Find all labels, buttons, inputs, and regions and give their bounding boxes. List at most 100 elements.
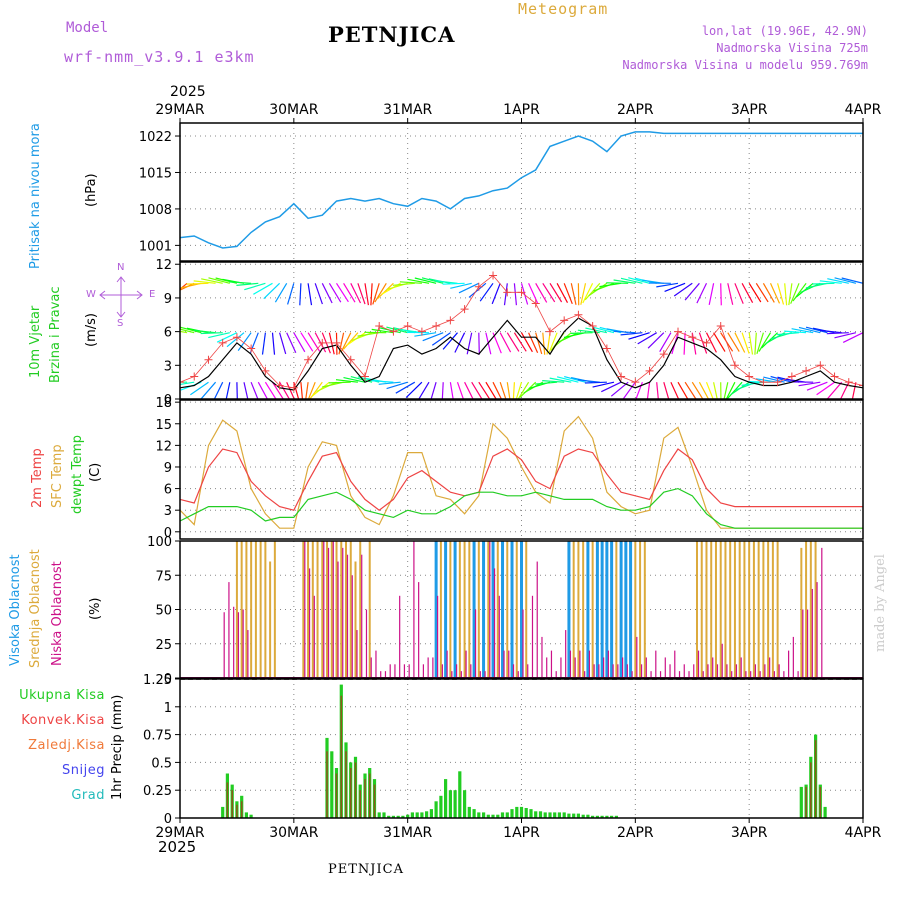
- y-tick-label: 6: [164, 483, 172, 498]
- wind-gust-marker: [460, 305, 469, 314]
- wind-barb: [201, 278, 223, 284]
- wind-barb: [834, 277, 857, 284]
- wind-barb: [335, 282, 349, 303]
- wind-barb: [200, 332, 223, 335]
- x-tick-label-bottom: 31MAR: [383, 825, 432, 841]
- wind-barb: [647, 332, 665, 349]
- precip-total-bar: [515, 806, 519, 818]
- model-label: Model: [66, 20, 109, 36]
- wind-barb: [592, 326, 615, 334]
- wind-gust-marker: [716, 322, 725, 331]
- wind-barb: [180, 330, 188, 334]
- wind-barb: [321, 283, 333, 304]
- wind-barb: [656, 282, 679, 288]
- precip-total-bar: [463, 790, 467, 818]
- x-tick-label-bottom: 1APR: [503, 825, 540, 841]
- wind-barb: [225, 382, 231, 399]
- wind-barb: [180, 326, 202, 334]
- wind-barb: [819, 329, 842, 334]
- wind-barb: [421, 277, 444, 284]
- tick-labels-layer: 1001100810151022036912036912151802550751…: [139, 102, 882, 841]
- precip-conv-bar: [354, 762, 357, 818]
- wind-title-line2: Brzina i Pravac: [48, 286, 63, 383]
- wind-barb: [300, 332, 314, 352]
- wind-gust-marker: [232, 333, 241, 342]
- station-title: PETNJICA: [328, 22, 456, 47]
- wind-barb: [790, 283, 800, 304]
- wind-barb: [250, 381, 259, 399]
- wind-barb: [442, 282, 465, 285]
- wind-gust-marker: [489, 271, 498, 280]
- wind-barb: [656, 382, 659, 399]
- wind-barb: [520, 332, 533, 353]
- wind-barb: [456, 382, 464, 399]
- y-tick-label: 1: [164, 701, 172, 716]
- precip-legend-snow: Snijeg: [62, 763, 105, 778]
- precip-conv-bar: [819, 786, 822, 818]
- y-tick-label: 75: [155, 569, 172, 584]
- wind-title-line1: 10m Vjetar: [28, 305, 43, 378]
- wind-barb: [520, 283, 529, 305]
- wind-barb: [727, 381, 743, 399]
- wind-barb: [762, 283, 775, 303]
- wind-barb: [307, 381, 316, 399]
- precip-total-bar: [823, 806, 827, 818]
- wind-barb: [563, 283, 573, 305]
- precip-total-bar: [406, 814, 410, 818]
- wind-gust-marker: [659, 350, 668, 359]
- wind-barb: [441, 382, 444, 399]
- wind-barb: [328, 282, 342, 303]
- wind-barb: [601, 381, 622, 393]
- wind-barb: [478, 332, 480, 355]
- wind-barb: [696, 283, 708, 304]
- wind-gust-marker: [730, 361, 739, 370]
- cloud-unit: (%): [88, 597, 103, 621]
- x-tick-label-bottom: 30MAR: [269, 825, 318, 841]
- wind-gust-marker: [688, 333, 697, 342]
- precip-total-bar: [524, 808, 528, 818]
- wind-barb: [300, 382, 304, 399]
- wind-barb: [827, 278, 849, 284]
- wind-barb: [422, 332, 444, 342]
- precip-total-bar: [382, 812, 386, 818]
- wind-barb: [535, 332, 543, 355]
- precip-total-bar: [519, 806, 524, 818]
- wind-barb: [646, 382, 651, 399]
- precip-legend-hail: Grad: [71, 788, 105, 803]
- precip-total-bar: [534, 811, 538, 818]
- wind-barb: [826, 381, 843, 399]
- precip-total-bar: [591, 815, 595, 818]
- precip-conv-bar: [236, 804, 238, 818]
- wind-gust-marker: [773, 378, 782, 387]
- wind-barb: [328, 381, 351, 384]
- dewpoint-line: [180, 487, 863, 529]
- wind-barb: [314, 283, 323, 305]
- wind-barb: [226, 332, 245, 348]
- wind-barb: [741, 381, 764, 386]
- precip-conv-bar: [810, 762, 812, 818]
- wind-gust-marker: [360, 372, 369, 381]
- wind-barb: [305, 382, 309, 399]
- wind-gust-marker: [346, 355, 355, 364]
- y-tick-label: 0: [164, 812, 172, 827]
- y-tick-label: 0: [164, 393, 172, 408]
- y-tick-label: 0: [164, 526, 172, 541]
- year-top: 2025: [170, 84, 206, 100]
- wind-gust-marker: [190, 372, 199, 381]
- wind-barb: [542, 282, 556, 303]
- x-tick-label-top: 30MAR: [269, 102, 318, 118]
- y-tick-label: 0: [164, 672, 172, 687]
- wind-barb: [613, 279, 636, 284]
- y-tick-label: 0.5: [151, 756, 172, 771]
- wind-barb: [485, 381, 497, 399]
- wind-barb: [761, 332, 779, 349]
- wind-barb: [628, 332, 650, 340]
- wind-barb: [620, 277, 643, 284]
- precip-total-bar: [538, 811, 543, 818]
- wind-barb: [180, 381, 181, 383]
- chart-kind-title: Meteogram: [518, 0, 609, 18]
- wind-barb: [556, 283, 569, 303]
- wind-barb: [377, 282, 394, 300]
- wind-gust-marker: [375, 322, 384, 331]
- wind-barb: [816, 381, 835, 396]
